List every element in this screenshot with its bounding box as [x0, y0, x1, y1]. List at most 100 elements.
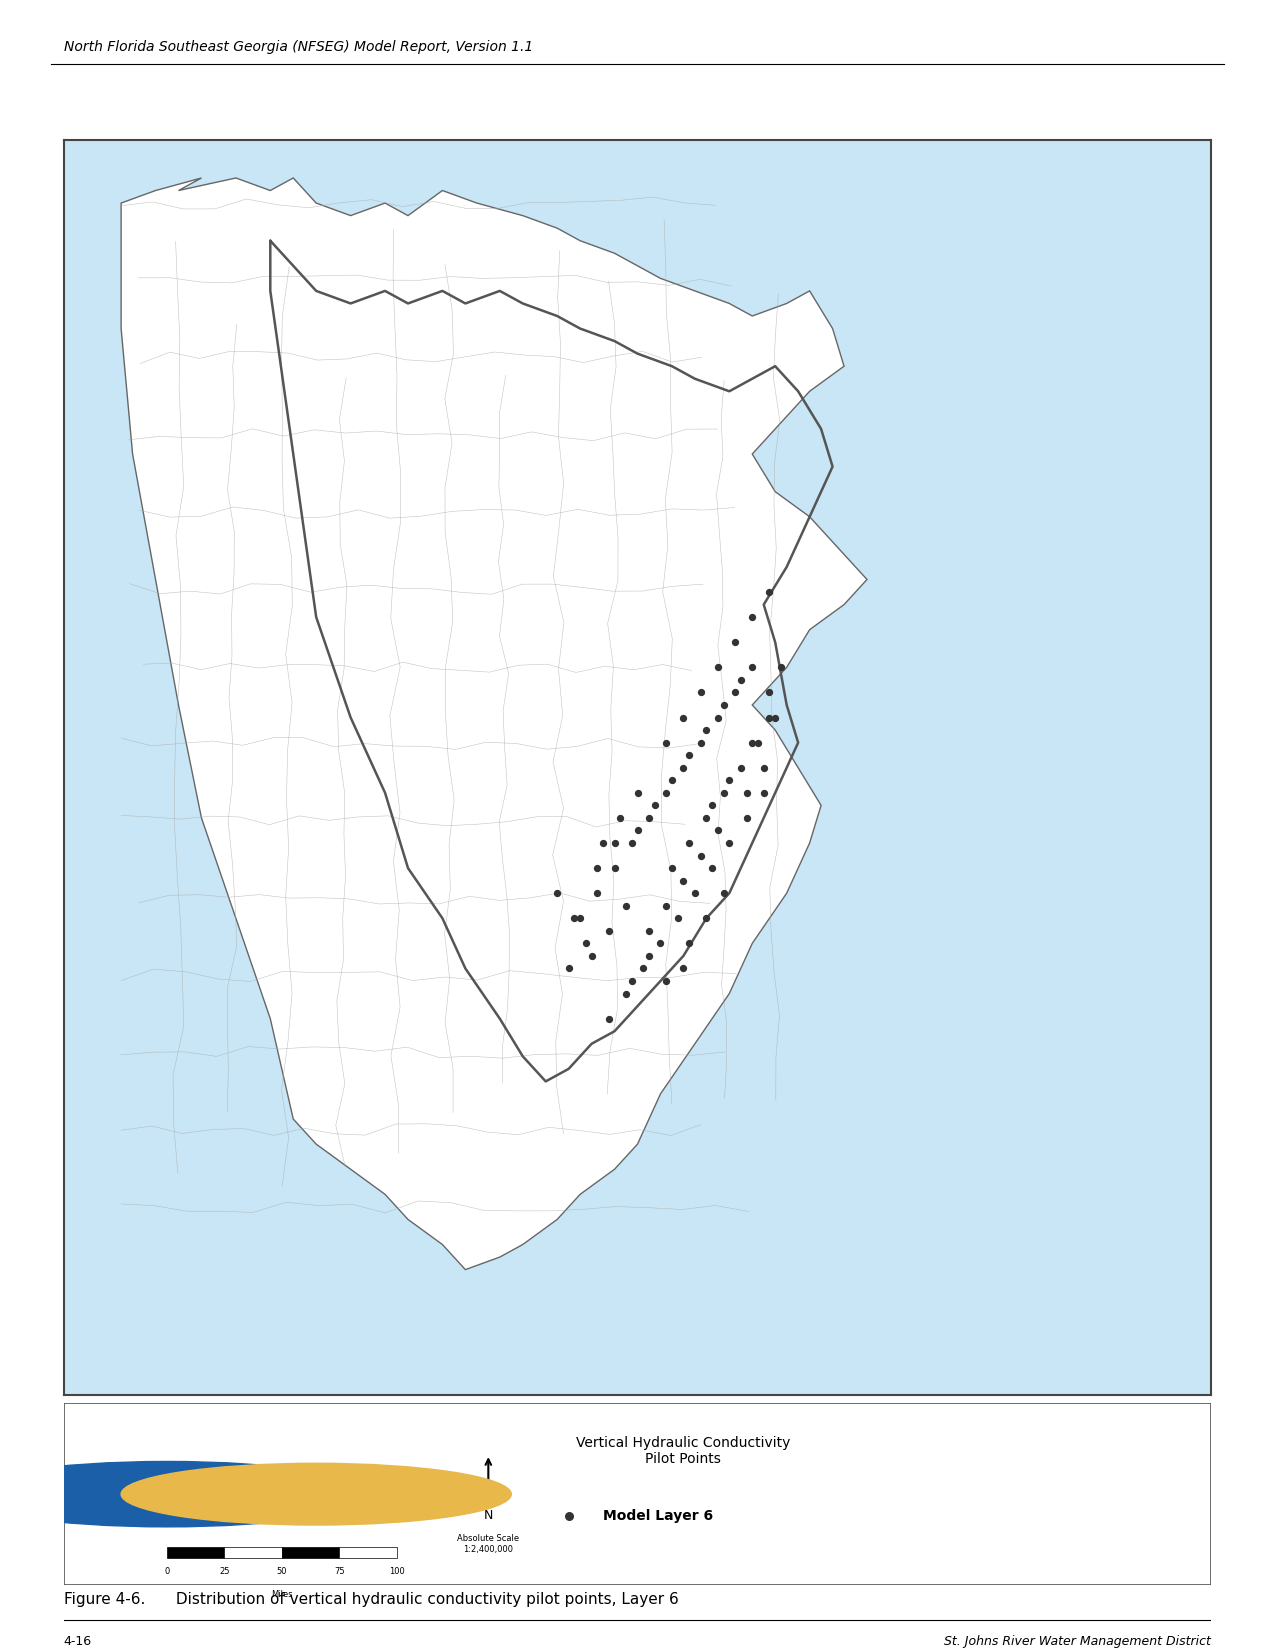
Bar	[282, 1547, 339, 1559]
Point	[564, 905, 584, 931]
Point	[604, 855, 625, 882]
Point	[701, 855, 722, 882]
Point	[696, 905, 717, 931]
Point	[724, 629, 745, 655]
Point	[655, 730, 676, 756]
Point	[576, 930, 597, 956]
Point	[627, 779, 648, 806]
Point	[673, 755, 694, 781]
Point	[673, 705, 694, 731]
Point	[742, 604, 762, 631]
Point	[609, 804, 630, 830]
Point	[616, 893, 636, 920]
Text: 50: 50	[277, 1567, 287, 1575]
Text: St. Johns River Water Management District: St. Johns River Water Management Distric…	[945, 1634, 1211, 1648]
Text: 0: 0	[164, 1567, 170, 1575]
Point	[708, 705, 728, 731]
Point	[714, 779, 734, 806]
Point	[742, 654, 762, 680]
Point	[691, 730, 711, 756]
Point	[759, 705, 779, 731]
Point	[685, 880, 705, 906]
Point	[650, 930, 671, 956]
Point	[742, 730, 762, 756]
Text: Vertical Hydraulic Conductivity
Pilot Points: Vertical Hydraulic Conductivity Pilot Po…	[576, 1436, 790, 1466]
Point	[599, 918, 620, 944]
Text: North Florida Southeast Georgia (NFSEG) Model Report, Version 1.1: North Florida Southeast Georgia (NFSEG) …	[64, 41, 533, 54]
Point	[622, 830, 641, 857]
Circle shape	[121, 1463, 511, 1526]
Point	[770, 654, 790, 680]
Text: SJR: SJR	[157, 1489, 177, 1499]
Point	[599, 1005, 620, 1032]
Circle shape	[0, 1461, 374, 1527]
Point	[586, 880, 607, 906]
Point	[662, 855, 682, 882]
Point	[724, 679, 745, 705]
Point	[655, 779, 676, 806]
Point	[678, 830, 699, 857]
Point	[747, 730, 768, 756]
Point	[570, 905, 590, 931]
Point	[701, 792, 722, 819]
Point	[696, 804, 717, 830]
Point	[547, 880, 567, 906]
Text: Absolute Scale
1:2,400,000: Absolute Scale 1:2,400,000	[458, 1534, 519, 1554]
Point	[691, 679, 711, 705]
Point	[581, 943, 602, 969]
Point	[696, 717, 717, 743]
Point	[655, 893, 676, 920]
Point	[759, 679, 779, 705]
Bar	[167, 1547, 224, 1559]
Text: 4-16: 4-16	[64, 1634, 92, 1648]
Point	[632, 956, 653, 982]
Point	[719, 768, 739, 794]
FancyBboxPatch shape	[64, 1403, 1211, 1585]
Polygon shape	[121, 178, 867, 1270]
Point	[673, 956, 694, 982]
Point	[754, 779, 774, 806]
Point	[644, 792, 666, 819]
Bar	[339, 1547, 397, 1559]
Point	[765, 705, 785, 731]
Point	[604, 830, 625, 857]
Text: Model Layer 6: Model Layer 6	[603, 1509, 713, 1522]
Point	[759, 580, 779, 606]
Point	[678, 741, 699, 768]
Point	[662, 768, 682, 794]
Point	[731, 755, 751, 781]
Text: 100: 100	[389, 1567, 404, 1575]
Point	[627, 817, 648, 844]
Point	[639, 804, 659, 830]
Point	[639, 918, 659, 944]
Point	[616, 981, 636, 1007]
Point	[736, 779, 756, 806]
Point	[736, 804, 756, 830]
Text: Miles: Miles	[272, 1590, 292, 1600]
Point	[708, 654, 728, 680]
Point	[593, 830, 613, 857]
Polygon shape	[810, 140, 1211, 517]
Point	[639, 943, 659, 969]
Text: 75: 75	[334, 1567, 344, 1575]
Point	[655, 967, 676, 994]
Text: N: N	[483, 1509, 493, 1522]
Point	[622, 967, 641, 994]
Point	[558, 1502, 579, 1529]
Polygon shape	[64, 956, 431, 1395]
Point	[691, 842, 711, 868]
Text: 25: 25	[219, 1567, 230, 1575]
Point	[558, 956, 579, 982]
Point	[714, 880, 734, 906]
Point	[678, 930, 699, 956]
Text: Figure 4-6.  Distribution of vertical hydraulic conductivity pilot points, Layer: Figure 4-6. Distribution of vertical hyd…	[64, 1592, 678, 1608]
Point	[731, 667, 751, 693]
Bar	[224, 1547, 282, 1559]
Point	[714, 692, 734, 718]
Point	[754, 755, 774, 781]
Point	[668, 905, 688, 931]
Point	[719, 830, 739, 857]
Point	[673, 867, 694, 893]
Point	[708, 817, 728, 844]
Point	[586, 855, 607, 882]
